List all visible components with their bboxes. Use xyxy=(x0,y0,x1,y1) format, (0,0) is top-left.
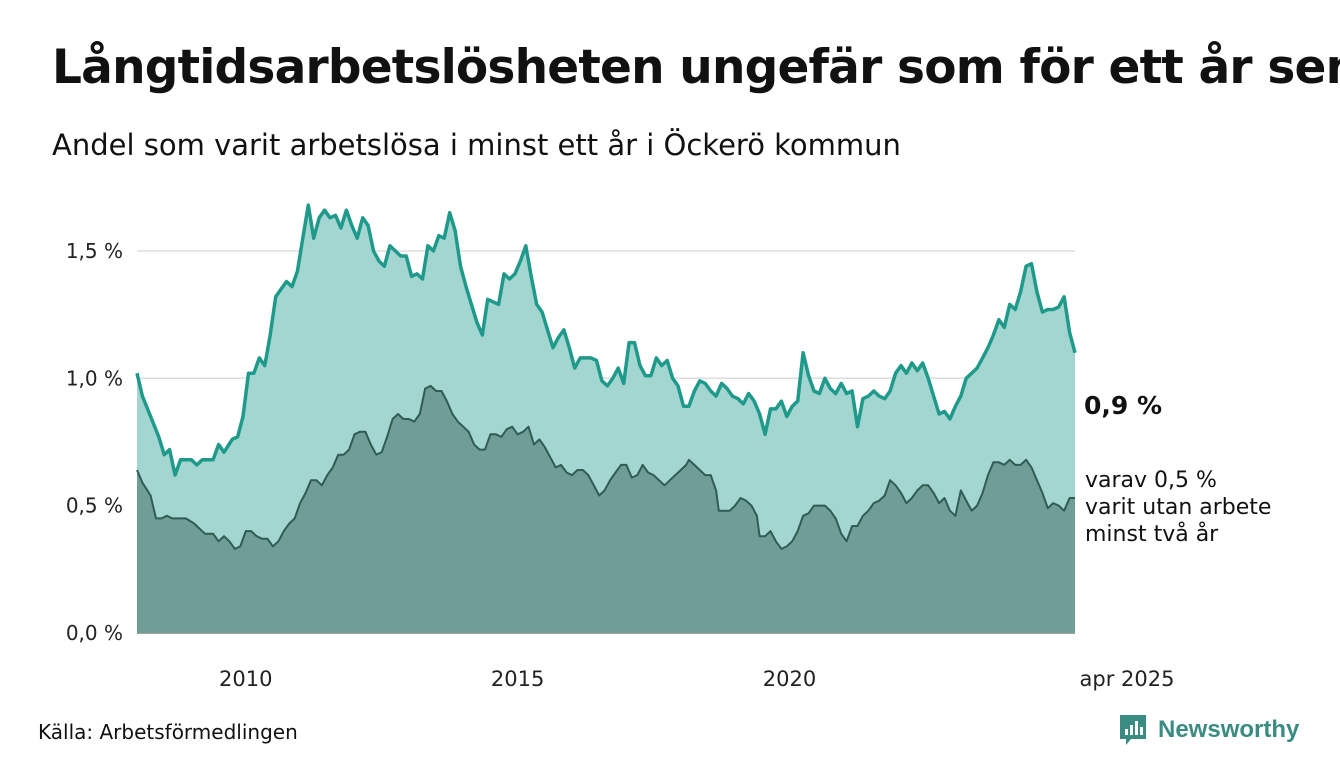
source-note: Källa: Arbetsförmedlingen xyxy=(38,720,298,744)
x-tick-label: 2010 xyxy=(219,667,272,691)
brand-logo[interactable]: Newsworthy xyxy=(1118,713,1299,747)
chart-areas xyxy=(137,205,1075,633)
sub-series-label-line: varit utan arbete xyxy=(1085,495,1271,520)
x-tick-label: 2015 xyxy=(491,667,544,691)
y-tick-label: 1,0 % xyxy=(66,366,123,390)
chart-subtitle: Andel som varit arbetslösa i minst ett å… xyxy=(52,128,901,162)
two-year-line xyxy=(136,384,1075,550)
x-tick-label: 2020 xyxy=(763,667,816,691)
total-line xyxy=(135,203,1077,477)
area-chart: 0,0 % 0,5 % 1,0 % 1,5 % 2010 2015 2020 apr 202… xyxy=(66,203,1271,691)
x-axis-ticks: 2010 2015 2020 apr 2025 xyxy=(219,667,1174,691)
end-value-label: 0,9 % xyxy=(1084,391,1162,420)
brand-name: Newsworthy xyxy=(1158,716,1300,743)
y-axis-ticks: 0,0 % 0,5 % 1,0 % 1,5 % xyxy=(66,239,123,645)
newsworthy-logo-icon xyxy=(1120,715,1146,745)
y-tick-label: 0,5 % xyxy=(66,494,123,518)
y-tick-label: 0,0 % xyxy=(66,621,123,645)
y-tick-label: 1,5 % xyxy=(66,239,123,263)
sub-series-label-line: varav 0,5 % xyxy=(1085,468,1217,493)
chart-title: Långtidsarbetslösheten ungefär som för e… xyxy=(52,40,1340,95)
chart-lines xyxy=(135,203,1077,550)
x-tick-label: apr 2025 xyxy=(1080,667,1175,691)
sub-series-label-line: minst två år xyxy=(1085,521,1219,547)
